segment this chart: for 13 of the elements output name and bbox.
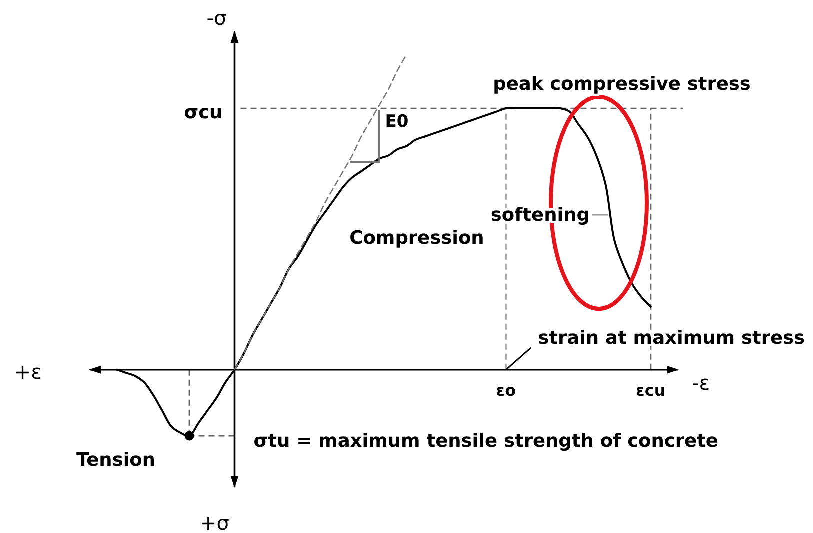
annotation: strain at maximum stress bbox=[538, 327, 806, 348]
x-tick-label: εo bbox=[496, 381, 516, 400]
y-axis-title: -σ bbox=[206, 6, 227, 30]
x-tick-label: εcu bbox=[636, 381, 666, 400]
text: +ε bbox=[14, 360, 42, 384]
text: Tension bbox=[76, 450, 156, 470]
annotation: Compression bbox=[350, 228, 484, 248]
annotation: E0 bbox=[385, 112, 409, 132]
ref-line-label: σtu = maximum tensile strength of concrete bbox=[254, 430, 718, 452]
x-axis-title: -ε bbox=[692, 370, 710, 395]
ref-line-label: σcu bbox=[184, 102, 223, 124]
text: +σ bbox=[200, 511, 230, 533]
annotation: peak compressive stress bbox=[493, 74, 751, 94]
